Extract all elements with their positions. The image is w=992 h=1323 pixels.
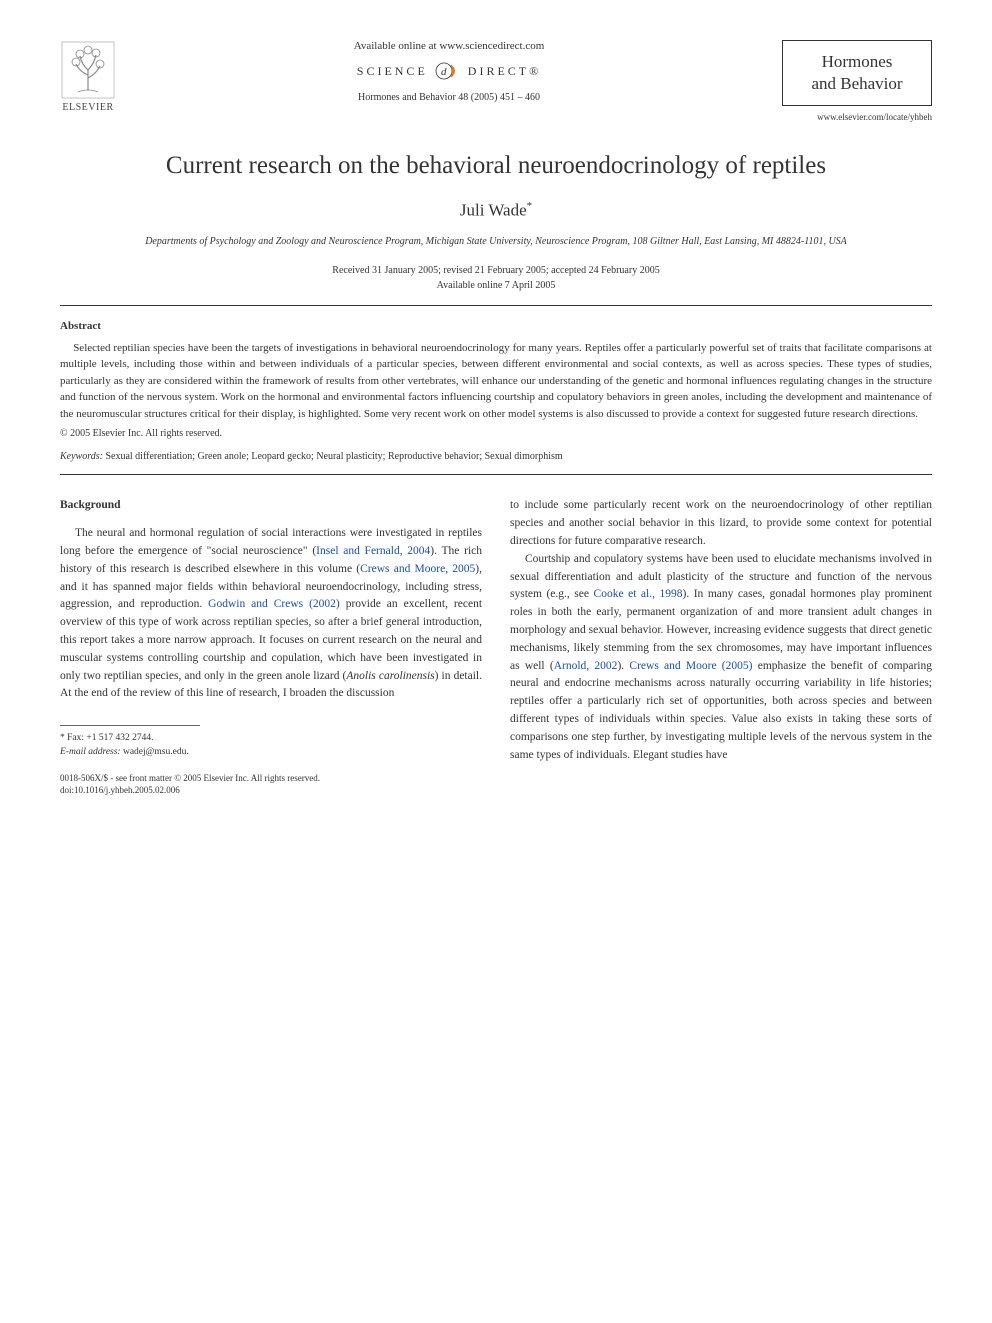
author-marker: * [527, 200, 533, 212]
available-online-text: Available online at www.sciencedirect.co… [136, 40, 762, 52]
body-paragraph-1: The neural and hormonal regulation of so… [60, 525, 482, 703]
article-dates: Received 31 January 2005; revised 21 Feb… [60, 263, 932, 293]
rule-above-abstract [60, 305, 932, 306]
citation-link[interactable]: Crews and Moore (2005) [629, 660, 752, 672]
left-column: Background The neural and hormonal regul… [60, 497, 482, 796]
keywords-line: Keywords: Sexual differentiation; Green … [60, 451, 932, 462]
affiliation: Departments of Psychology and Zoology an… [60, 235, 932, 249]
elsevier-tree-icon [60, 40, 116, 100]
journal-name-line1: Hormones [797, 51, 917, 73]
footer-issn-copyright: 0018-506X/$ - see front matter © 2005 El… [60, 773, 482, 796]
footer-doi: doi:10.1016/j.yhbeh.2005.02.006 [60, 785, 482, 797]
abstract-copyright: © 2005 Elsevier Inc. All rights reserved… [60, 428, 932, 439]
body-text: ). [617, 660, 629, 672]
footnote-separator [60, 725, 200, 726]
header-center: Available online at www.sciencedirect.co… [116, 40, 782, 103]
citation-link[interactable]: Insel and Fernald, 2004 [316, 545, 430, 557]
body-text: emphasize the benefit of comparing neura… [510, 660, 932, 761]
dates-online: Available online 7 April 2005 [60, 278, 932, 293]
journal-box-wrapper: Hormones and Behavior www.elsevier.com/l… [782, 40, 932, 122]
article-title: Current research on the behavioral neuro… [60, 152, 932, 180]
sciencedirect-d-icon: d [434, 62, 462, 80]
sciencedirect-left: SCIENCE [357, 64, 428, 78]
sciencedirect-right: DIRECT® [468, 64, 541, 78]
abstract-text: Selected reptilian species have been the… [60, 340, 932, 423]
svg-text:d: d [441, 66, 447, 78]
species-name-italic: Anolis carolinensis [346, 670, 434, 682]
dates-received: Received 31 January 2005; revised 21 Feb… [60, 263, 932, 278]
background-heading: Background [60, 497, 482, 515]
citation-link[interactable]: Cooke et al., 1998 [594, 588, 683, 600]
rule-below-keywords [60, 474, 932, 475]
publisher-logo: ELSEVIER [60, 40, 116, 113]
body-two-column: Background The neural and hormonal regul… [60, 497, 932, 796]
email-label: E-mail address: [60, 747, 121, 757]
journal-reference: Hormones and Behavior 48 (2005) 451 – 46… [136, 92, 762, 103]
page-header: ELSEVIER Available online at www.science… [60, 40, 932, 122]
abstract-heading: Abstract [60, 320, 932, 332]
footer-line1: 0018-506X/$ - see front matter © 2005 El… [60, 773, 482, 785]
footnote-fax: Fax: +1 517 432 2744. [65, 733, 154, 743]
author-name: Juli Wade* [60, 200, 932, 221]
citation-link[interactable]: Godwin and Crews (2002) [208, 598, 340, 610]
sciencedirect-logo: SCIENCE d DIRECT® [136, 62, 762, 80]
right-column: to include some particularly recent work… [510, 497, 932, 796]
body-paragraph-2: Courtship and copulatory systems have be… [510, 551, 932, 765]
keywords-label: Keywords: [60, 451, 103, 462]
journal-name-line2: and Behavior [797, 73, 917, 95]
publisher-name: ELSEVIER [62, 102, 113, 113]
citation-link[interactable]: Arnold, 2002 [554, 660, 618, 672]
journal-title-box: Hormones and Behavior [782, 40, 932, 106]
author-text: Juli Wade [460, 201, 527, 220]
citation-link[interactable]: Crews and Moore, 2005 [360, 563, 475, 575]
body-paragraph-1-continued: to include some particularly recent work… [510, 497, 932, 550]
corresponding-author-footnote: * Fax: +1 517 432 2744. E-mail address: … [60, 732, 482, 759]
keywords-text: Sexual differentiation; Green anole; Leo… [103, 451, 563, 462]
email-address: wadej@msu.edu. [121, 747, 189, 757]
journal-url: www.elsevier.com/locate/yhbeh [782, 112, 932, 122]
